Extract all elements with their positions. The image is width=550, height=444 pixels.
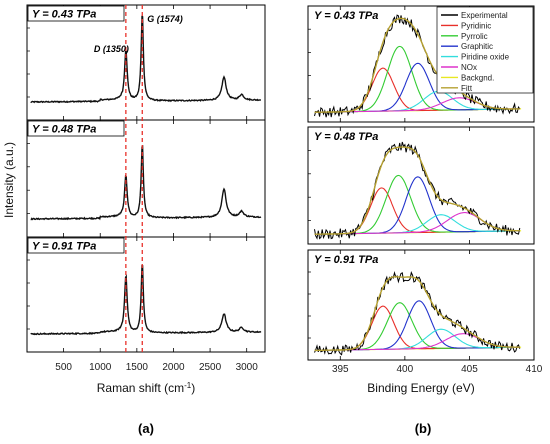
raman-panel-title: Y = 0.91 TPa bbox=[32, 241, 96, 253]
raman-panel-1: Y = 0.43 TPa bbox=[26, 4, 266, 121]
raman-panel-title: Y = 0.43 TPa bbox=[32, 9, 96, 21]
raman-panel-3: Y = 0.91 TPa bbox=[26, 236, 266, 353]
xps-panel-title: Y = 0.48 TPa bbox=[314, 131, 378, 143]
raman-x-tick-label: 2000 bbox=[162, 362, 185, 373]
raman-x-tick-label: 1500 bbox=[126, 362, 149, 373]
xps-x-tick-label: 410 bbox=[526, 364, 543, 375]
xps-fit-line bbox=[314, 17, 520, 113]
raman-y-axis-title: Intensity (a.u.) bbox=[2, 142, 16, 218]
xps-x-tick-label: 395 bbox=[332, 364, 349, 375]
legend-entry-label: Pyrrolic bbox=[461, 32, 488, 41]
figure-label-a: (a) bbox=[138, 421, 154, 436]
peak-label-g: G (1574) bbox=[147, 14, 183, 24]
raman-panel-2: Y = 0.48 TPa bbox=[26, 119, 266, 238]
raman-spectrum-line bbox=[30, 264, 262, 336]
legend-entry-label: Pyridinic bbox=[461, 21, 491, 30]
xps-panel-frame bbox=[307, 5, 535, 123]
raman-panel-title: Y = 0.48 TPa bbox=[32, 124, 96, 136]
xps-panel-1: Y = 0.43 TPa bbox=[307, 5, 535, 123]
raman-spectrum-line bbox=[30, 145, 262, 221]
raman-x-tick-label: 500 bbox=[55, 362, 72, 373]
xps-experimental-line bbox=[314, 271, 521, 356]
xps-panel-frame bbox=[307, 126, 535, 245]
raman-x-tick-label: 3000 bbox=[236, 362, 259, 373]
xps-panel-frame bbox=[307, 249, 535, 361]
xps-legend-frame bbox=[436, 6, 534, 94]
xps-component-nox bbox=[314, 97, 520, 113]
xps-panel-2: Y = 0.48 TPa bbox=[307, 126, 535, 245]
legend-entry-label: Experimental bbox=[461, 11, 508, 20]
legend-entry-label: Fitt bbox=[461, 84, 473, 93]
panel-title-box bbox=[27, 5, 125, 22]
xps-panel-title: Y = 0.43 TPa bbox=[314, 10, 378, 22]
raman-spectrum-line bbox=[30, 15, 261, 104]
raman-panel-frame bbox=[26, 236, 266, 353]
peak-label-d: D (1350) bbox=[94, 44, 129, 54]
raman-x-axis-title: Raman shift (cm-1) bbox=[97, 381, 195, 395]
legend-entry-label: NOx bbox=[461, 63, 477, 72]
xps-fit-line bbox=[314, 146, 520, 235]
legend-entry-label: Piridine oxide bbox=[461, 53, 510, 62]
panel-title-box bbox=[27, 237, 125, 254]
figure-label-b: (b) bbox=[415, 421, 432, 436]
xps-panel-title: Y = 0.91 TPa bbox=[314, 254, 378, 266]
legend-entry-label: Backgnd. bbox=[461, 73, 494, 82]
xps-x-axis-title: Binding Energy (eV) bbox=[367, 381, 474, 395]
panel-title-box bbox=[27, 120, 125, 137]
xps-x-tick-label: 400 bbox=[397, 364, 414, 375]
raman-x-tick-label: 1000 bbox=[89, 362, 112, 373]
legend-entry-label: Graphitic bbox=[461, 42, 493, 51]
raman-panel-frame bbox=[26, 4, 266, 121]
xps-panel-3: Y = 0.91 TPa bbox=[307, 249, 535, 361]
xps-x-tick-label: 405 bbox=[461, 364, 478, 375]
xps-fit-line bbox=[314, 276, 520, 352]
raman-x-tick-label: 2500 bbox=[199, 362, 222, 373]
